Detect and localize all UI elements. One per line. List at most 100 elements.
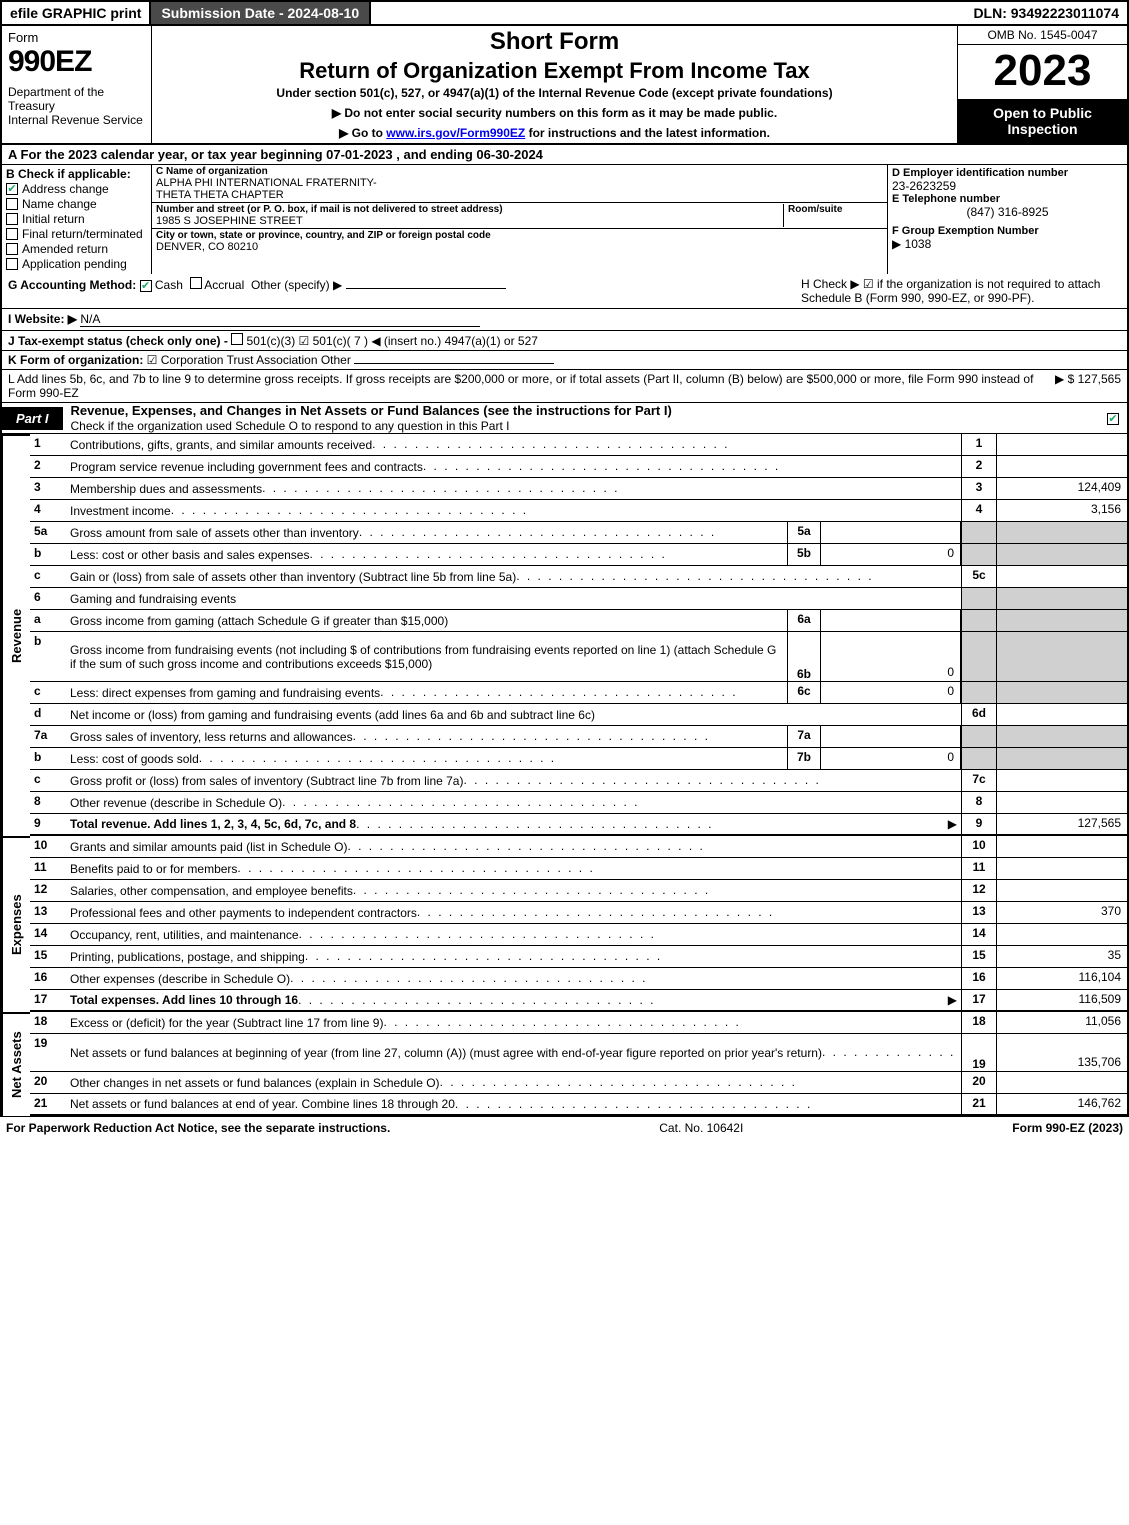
form-header: Form 990EZ Department of the Treasury In… bbox=[0, 26, 1129, 145]
line-7c: cGross profit or (loss) from sales of in… bbox=[30, 770, 1127, 792]
line-18: 18Excess or (deficit) for the year (Subt… bbox=[30, 1012, 1127, 1034]
tax-year: 2023 bbox=[958, 45, 1127, 97]
form-title: Return of Organization Exempt From Incom… bbox=[158, 58, 951, 84]
line-19: 19Net assets or fund balances at beginni… bbox=[30, 1034, 1127, 1072]
org-name: ALPHA PHI INTERNATIONAL FRATERNITY- THET… bbox=[156, 177, 883, 201]
revenue-side-label: Revenue bbox=[2, 434, 30, 836]
line-6b: bGross income from fundraising events (n… bbox=[30, 632, 1127, 682]
f-group-label: F Group Exemption Number bbox=[892, 225, 1123, 237]
b-title: B Check if applicable: bbox=[6, 167, 147, 181]
d-ein-value: 23-2623259 bbox=[892, 179, 1123, 193]
j-text: 501(c)(3) ☑ 501(c)( 7 ) ◀ (insert no.) 4… bbox=[247, 334, 538, 348]
i-website-value: N/A bbox=[80, 312, 480, 327]
section-k: K Form of organization: ☑ Corporation Tr… bbox=[0, 351, 1129, 370]
checkbox-amended-return[interactable]: Amended return bbox=[6, 242, 147, 256]
line-14: 14Occupancy, rent, utilities, and mainte… bbox=[30, 924, 1127, 946]
section-l: L Add lines 5b, 6c, and 7b to line 9 to … bbox=[0, 370, 1129, 403]
line-10: 10Grants and similar amounts paid (list … bbox=[30, 836, 1127, 858]
line-15: 15Printing, publications, postage, and s… bbox=[30, 946, 1127, 968]
footer-form-ref: Form 990-EZ (2023) bbox=[1012, 1121, 1123, 1135]
i-website-label: I Website: ▶ bbox=[8, 312, 77, 326]
g-label: G Accounting Method: bbox=[8, 278, 136, 292]
section-j: J Tax-exempt status (check only one) - 5… bbox=[0, 331, 1129, 351]
checkbox-address-change[interactable]: Address change bbox=[6, 182, 147, 196]
check-icon bbox=[140, 280, 152, 292]
line-6a: aGross income from gaming (attach Schedu… bbox=[30, 610, 1127, 632]
checkbox-icon bbox=[6, 198, 18, 210]
line-12: 12Salaries, other compensation, and empl… bbox=[30, 880, 1127, 902]
line-3: 3Membership dues and assessments3124,409 bbox=[30, 478, 1127, 500]
checkbox-final-return[interactable]: Final return/terminated bbox=[6, 227, 147, 241]
footer-cat-no: Cat. No. 10642I bbox=[390, 1121, 1012, 1135]
line-6: 6Gaming and fundraising events bbox=[30, 588, 1127, 610]
part-1-check: Check if the organization used Schedule … bbox=[71, 419, 510, 433]
part-1-grid: Revenue 1Contributions, gifts, grants, a… bbox=[0, 434, 1129, 1116]
h-schedule-b: H Check ▶ ☑ if the organization is not r… bbox=[801, 277, 1121, 305]
checkbox-application-pending[interactable]: Application pending bbox=[6, 257, 147, 271]
part-1-tab: Part I bbox=[2, 407, 63, 430]
line-4: 4Investment income43,156 bbox=[30, 500, 1127, 522]
checkbox-icon bbox=[6, 243, 18, 255]
line-5b: bLess: cost or other basis and sales exp… bbox=[30, 544, 1127, 566]
net-assets-side-label: Net Assets bbox=[2, 1012, 30, 1116]
d-ein-label: D Employer identification number bbox=[892, 167, 1123, 179]
e-phone-value: (847) 316-8925 bbox=[892, 205, 1123, 219]
line-13: 13Professional fees and other payments t… bbox=[30, 902, 1127, 924]
efile-print-label[interactable]: efile GRAPHIC print bbox=[2, 2, 149, 24]
irs-link-note: ▶ Go to www.irs.gov/Form990EZ for instru… bbox=[158, 126, 951, 140]
short-form-label: Short Form bbox=[158, 28, 951, 56]
checkbox-initial-return[interactable]: Initial return bbox=[6, 212, 147, 226]
line-1: 1Contributions, gifts, grants, and simil… bbox=[30, 434, 1127, 456]
section-a: A For the 2023 calendar year, or tax yea… bbox=[0, 145, 1129, 165]
l-amount: ▶ $ 127,565 bbox=[1055, 372, 1121, 400]
checkbox-icon bbox=[6, 258, 18, 270]
part-1-header: Part I Revenue, Expenses, and Changes in… bbox=[0, 403, 1129, 434]
org-city: DENVER, CO 80210 bbox=[156, 241, 883, 253]
form-label: Form bbox=[8, 30, 145, 45]
k-text: ☑ Corporation Trust Association Other bbox=[147, 353, 351, 367]
line-2: 2Program service revenue including gover… bbox=[30, 456, 1127, 478]
checkbox-name-change[interactable]: Name change bbox=[6, 197, 147, 211]
line-11: 11Benefits paid to or for members11 bbox=[30, 858, 1127, 880]
check-icon bbox=[1107, 413, 1119, 425]
ssn-note: ▶ Do not enter social security numbers o… bbox=[158, 106, 951, 120]
section-gh: G Accounting Method: Cash Accrual Other … bbox=[0, 274, 1129, 309]
line-7a: 7aGross sales of inventory, less returns… bbox=[30, 726, 1127, 748]
org-address: 1985 S JOSEPHINE STREET bbox=[156, 215, 783, 227]
open-to-public-label: Open to Public Inspection bbox=[958, 99, 1127, 143]
line-20: 20Other changes in net assets or fund ba… bbox=[30, 1072, 1127, 1094]
line-8: 8Other revenue (describe in Schedule O)8 bbox=[30, 792, 1127, 814]
omb-number: OMB No. 1545-0047 bbox=[958, 26, 1127, 45]
f-group-value: ▶ 1038 bbox=[892, 237, 1123, 251]
column-c: C Name of organization ALPHA PHI INTERNA… bbox=[152, 165, 887, 274]
irs-link[interactable]: www.irs.gov/Form990EZ bbox=[386, 126, 525, 140]
line-5a: 5aGross amount from sale of assets other… bbox=[30, 522, 1127, 544]
arrow-icon: ▶ bbox=[948, 817, 957, 831]
c-name-label: C Name of organization bbox=[156, 166, 883, 177]
column-def: D Employer identification number 23-2623… bbox=[887, 165, 1127, 274]
line-5c: cGain or (loss) from sale of assets othe… bbox=[30, 566, 1127, 588]
checkbox-icon bbox=[190, 277, 202, 289]
room-suite-label: Room/suite bbox=[788, 204, 883, 215]
expenses-side-label: Expenses bbox=[2, 836, 30, 1012]
e-phone-label: E Telephone number bbox=[892, 193, 1123, 205]
c-city-label: City or town, state or province, country… bbox=[156, 230, 883, 241]
line-21: 21Net assets or fund balances at end of … bbox=[30, 1094, 1127, 1116]
form-number: 990EZ bbox=[8, 45, 145, 79]
section-bcdef: B Check if applicable: Address change Na… bbox=[0, 165, 1129, 274]
c-addr-label: Number and street (or P. O. box, if mail… bbox=[156, 204, 783, 215]
line-6d: dNet income or (loss) from gaming and fu… bbox=[30, 704, 1127, 726]
footer: For Paperwork Reduction Act Notice, see … bbox=[0, 1116, 1129, 1139]
line-17: 17Total expenses. Add lines 10 through 1… bbox=[30, 990, 1127, 1012]
part-1-title: Revenue, Expenses, and Changes in Net As… bbox=[71, 403, 672, 418]
line-16: 16Other expenses (describe in Schedule O… bbox=[30, 968, 1127, 990]
submission-date: Submission Date - 2024-08-10 bbox=[149, 2, 371, 24]
top-bar: efile GRAPHIC print Submission Date - 20… bbox=[0, 0, 1129, 26]
j-label: J Tax-exempt status (check only one) - bbox=[8, 334, 228, 348]
checkbox-icon bbox=[231, 333, 243, 345]
arrow-icon: ▶ bbox=[948, 993, 957, 1007]
check-icon bbox=[6, 183, 18, 195]
column-b: B Check if applicable: Address change Na… bbox=[2, 165, 152, 274]
form-subtitle: Under section 501(c), 527, or 4947(a)(1)… bbox=[158, 86, 951, 100]
footer-paperwork: For Paperwork Reduction Act Notice, see … bbox=[6, 1121, 390, 1135]
